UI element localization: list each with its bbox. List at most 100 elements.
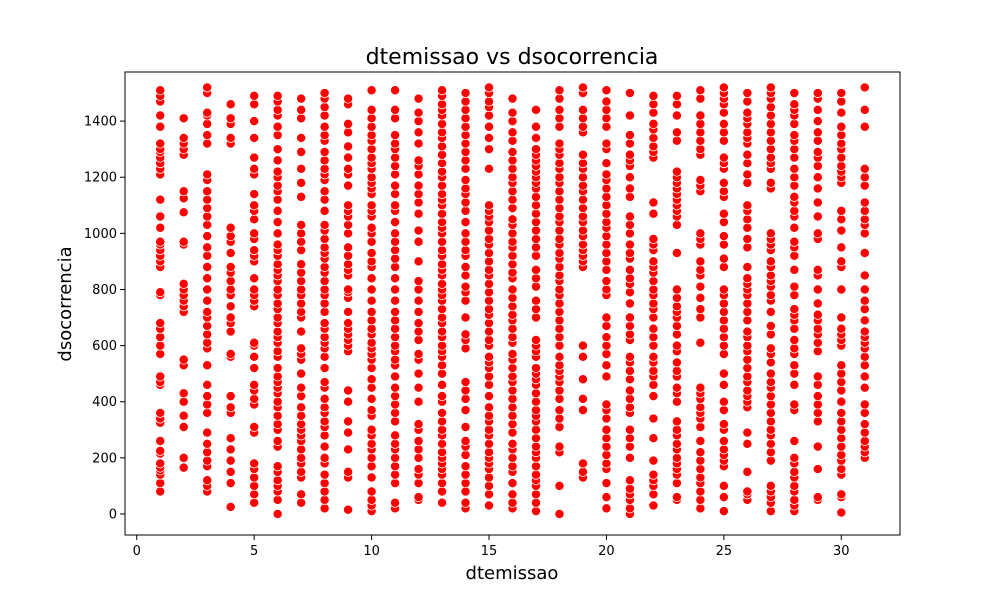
data-point (718, 323, 729, 334)
data-point (765, 329, 776, 340)
data-point (202, 273, 213, 284)
data-point (319, 351, 330, 362)
data-point (272, 494, 283, 505)
data-point (836, 152, 847, 163)
data-point (296, 245, 307, 256)
data-point (601, 96, 612, 107)
data-point (601, 217, 612, 228)
data-point (836, 225, 847, 236)
data-point (507, 497, 518, 508)
data-point (437, 379, 448, 390)
data-point (742, 354, 753, 365)
data-point (437, 447, 448, 458)
data-point (531, 144, 541, 155)
data-point (413, 492, 424, 503)
y-tick-label: 1000 (84, 227, 117, 242)
data-point (178, 132, 189, 143)
data-point (648, 340, 659, 351)
data-point (718, 306, 729, 317)
data-point (272, 194, 283, 205)
data-point (296, 113, 307, 124)
data-point (366, 323, 377, 334)
data-point (249, 284, 260, 295)
data-point (859, 351, 870, 362)
data-point (437, 478, 448, 489)
data-point (765, 343, 776, 354)
data-point (366, 363, 377, 374)
data-point (296, 298, 307, 309)
data-point (366, 393, 377, 404)
data-point (272, 298, 283, 309)
data-point (202, 427, 213, 438)
data-point (695, 256, 706, 267)
data-point (366, 200, 377, 211)
data-point (460, 155, 471, 166)
data-point (859, 228, 870, 239)
data-point (413, 256, 424, 267)
data-point (272, 284, 283, 295)
data-point (859, 382, 870, 393)
data-point (319, 262, 330, 272)
data-point (225, 132, 236, 143)
data-point (601, 433, 612, 444)
data-point (390, 469, 401, 480)
data-point (695, 304, 706, 315)
data-point (366, 295, 377, 306)
data-point (343, 141, 354, 152)
data-point (601, 169, 612, 180)
data-point (695, 472, 706, 483)
data-point (836, 450, 847, 461)
data-point (554, 186, 565, 197)
data-point (343, 427, 354, 438)
data-point (366, 405, 377, 416)
data-point (249, 472, 260, 483)
data-point (601, 191, 612, 202)
data-point (296, 489, 307, 500)
data-point (531, 295, 541, 306)
data-point (742, 233, 753, 244)
data-point (202, 242, 213, 253)
data-point (507, 371, 518, 382)
data-point (718, 177, 729, 188)
data-point (718, 405, 729, 416)
data-point (601, 264, 612, 275)
data-point (859, 214, 870, 225)
data-point (695, 503, 706, 514)
data-point (366, 315, 377, 326)
data-point (225, 284, 236, 295)
data-point (343, 318, 354, 329)
data-point (319, 284, 330, 295)
y-tick-label: 400 (92, 395, 117, 410)
data-point (272, 475, 283, 486)
data-point (531, 506, 541, 517)
x-axis-label: dtemissao (466, 563, 559, 584)
data-point (507, 284, 518, 295)
data-point (789, 304, 800, 315)
data-point (695, 85, 706, 96)
data-point (202, 284, 213, 295)
data-point (577, 211, 588, 222)
data-point (437, 368, 448, 379)
data-point (249, 228, 260, 239)
data-point (554, 121, 565, 132)
data-point (413, 107, 424, 118)
data-point (319, 306, 330, 317)
data-point (296, 163, 307, 174)
data-point (390, 295, 401, 306)
data-point (272, 155, 283, 166)
data-point (765, 306, 776, 317)
data-point (601, 276, 612, 287)
data-point (507, 228, 518, 239)
data-point (437, 340, 448, 351)
data-point (742, 326, 753, 337)
data-point (765, 102, 776, 113)
data-point (718, 298, 729, 309)
data-point (225, 478, 236, 489)
data-point (859, 295, 870, 306)
data-point (836, 424, 847, 435)
data-point (272, 180, 283, 191)
data-point (601, 503, 612, 514)
data-point (718, 379, 729, 390)
data-point (554, 203, 565, 214)
data-point (437, 149, 448, 160)
